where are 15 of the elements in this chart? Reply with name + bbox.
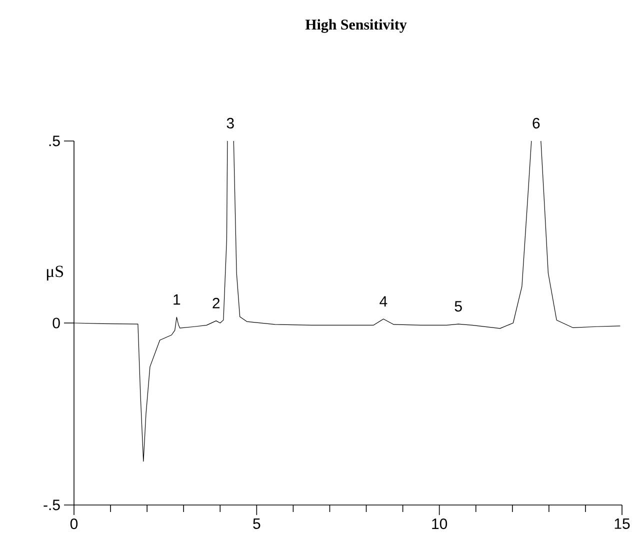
annotation: 4 [380,296,388,306]
annotation: 6 [532,118,540,128]
y-tick-label: 0 [52,318,60,328]
y-axis-title: μS [46,266,64,281]
y-tick-label: -.5 [44,500,60,510]
annotation: 5 [454,301,462,312]
x-tick-label: 10 [432,518,448,530]
annotation: 1 [174,294,180,305]
annotation: 3 [226,118,234,128]
x-tick-label: 15 [614,518,630,529]
y-tick-label: .5 [49,136,60,146]
annotation: 2 [212,298,220,308]
x-tick-label: 5 [253,518,260,529]
chart-title: High Sensitivity [305,19,407,33]
x-tick-label: 0 [70,518,78,530]
